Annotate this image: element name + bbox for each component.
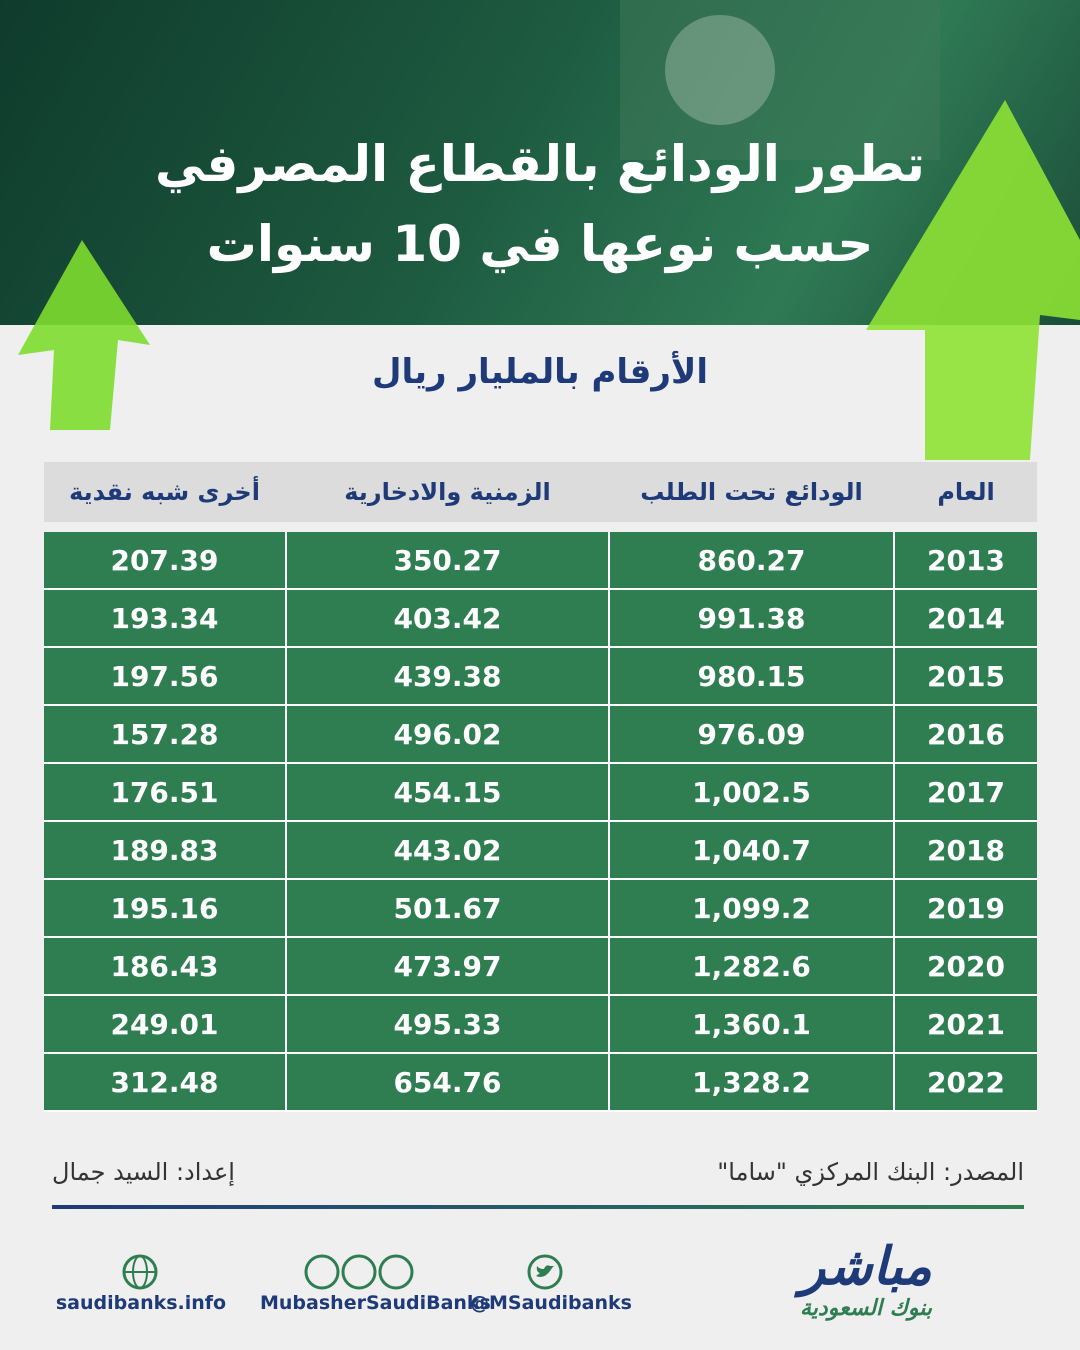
table-row: 2017 1,002.5 454.15 176.51	[44, 764, 1037, 822]
table-cell: 312.48	[44, 1054, 285, 1112]
table: العام الودائع تحت الطلب الزمنية والادخارية…	[44, 462, 1037, 1112]
table-row: 2015 980.15 439.38 197.56	[44, 648, 1037, 706]
table-cell: 157.28	[44, 706, 285, 764]
logo: مباشر بنوك السعودية	[800, 1238, 932, 1321]
table-cell: 1,099.2	[610, 880, 893, 938]
header-row: العام الودائع تحت الطلب الزمنية والادخارية…	[44, 462, 1037, 522]
table-row: 2013 860.27 350.27 207.39	[44, 532, 1037, 590]
table-cell: 976.09	[610, 706, 893, 764]
table-cell: 1,040.7	[610, 822, 893, 880]
table-cell: 176.51	[44, 764, 285, 822]
table-cell: 501.67	[287, 880, 608, 938]
table-cell: 186.43	[44, 938, 285, 996]
column-header: الودائع تحت الطلب	[640, 478, 863, 506]
table-row: 2014 991.38 403.42 193.34	[44, 590, 1037, 648]
table-cell: 496.02	[287, 706, 608, 764]
author: إعداد: السيد جمال	[52, 1158, 235, 1186]
table-cell: 991.38	[610, 590, 893, 648]
divider	[52, 1205, 1024, 1209]
table-cell: 249.01	[44, 996, 285, 1054]
social-icons	[304, 1254, 414, 1290]
table-cell: 403.42	[287, 590, 608, 648]
website[interactable]: saudibanks.info	[55, 1292, 227, 1314]
twitter-handle[interactable]: @MSaudibanks	[470, 1292, 632, 1314]
table-cell: 980.15	[610, 648, 893, 706]
table-row: 2016 976.09 496.02 157.28	[44, 706, 1037, 764]
table-cell: 2015	[895, 648, 1037, 706]
table-row: 2022 1,328.2 654.76 312.48	[44, 1054, 1037, 1112]
table-cell: 1,282.6	[610, 938, 893, 996]
table-cell: 2018	[895, 822, 1037, 880]
table-cell: 860.27	[610, 532, 893, 590]
table-cell: 2016	[895, 706, 1037, 764]
table-cell: 2017	[895, 764, 1037, 822]
table-cell: 654.76	[287, 1054, 608, 1112]
column-header: العام	[937, 478, 995, 506]
table-cell: 195.16	[44, 880, 285, 938]
table-cell: 2013	[895, 532, 1037, 590]
table-cell: 439.38	[287, 648, 608, 706]
subtitle: الأرقام بالمليار ريال	[372, 352, 708, 392]
table-row: 2019 1,099.2 501.67 195.16	[44, 880, 1037, 938]
table-cell: 207.39	[44, 532, 285, 590]
table-row: 2021 1,360.1 495.33 249.01	[44, 996, 1037, 1054]
source: المصدر: البنك المركزي "ساما"	[717, 1158, 1024, 1186]
logo-tagline: بنوك السعودية	[800, 1296, 933, 1321]
table-cell: 2019	[895, 880, 1037, 938]
social-handle[interactable]: MubasherSaudiBanks	[260, 1292, 491, 1314]
table-row: 2018 1,040.7 443.02 189.83	[44, 822, 1037, 880]
table-cell: 1,002.5	[610, 764, 893, 822]
decor	[620, 0, 940, 160]
globe-icon	[122, 1254, 158, 1290]
table-cell: 1,328.2	[610, 1054, 893, 1112]
table-cell: 495.33	[287, 996, 608, 1054]
table-cell: 443.02	[287, 822, 608, 880]
table-cell: 2021	[895, 996, 1037, 1054]
table-cell: 189.83	[44, 822, 285, 880]
header-banner: تطور الودائع بالقطاع المصرفي حسب نوعها ف…	[0, 0, 1080, 325]
arrows	[18, 100, 1080, 460]
table-cell: 473.97	[287, 938, 608, 996]
twitter-icon	[527, 1254, 563, 1290]
table-cell: 197.56	[44, 648, 285, 706]
table-cell: 1,360.1	[610, 996, 893, 1054]
table-cell: 193.34	[44, 590, 285, 648]
column-header: الزمنية والادخارية	[344, 478, 551, 506]
logo-main: مباشر	[800, 1237, 932, 1297]
table-cell: 2020	[895, 938, 1037, 996]
table-cell: 350.27	[287, 532, 608, 590]
title-line: تطور الودائع بالقطاع المصرفي	[155, 135, 925, 193]
table-cell: 2014	[895, 590, 1037, 648]
table-cell: 2022	[895, 1054, 1037, 1112]
column-header: أخرى شبه نقدية	[69, 478, 260, 506]
title-line: حسب نوعها في 10 سنوات	[206, 215, 874, 273]
table-cell: 454.15	[287, 764, 608, 822]
table-row: 2020 1,282.6 473.97 186.43	[44, 938, 1037, 996]
